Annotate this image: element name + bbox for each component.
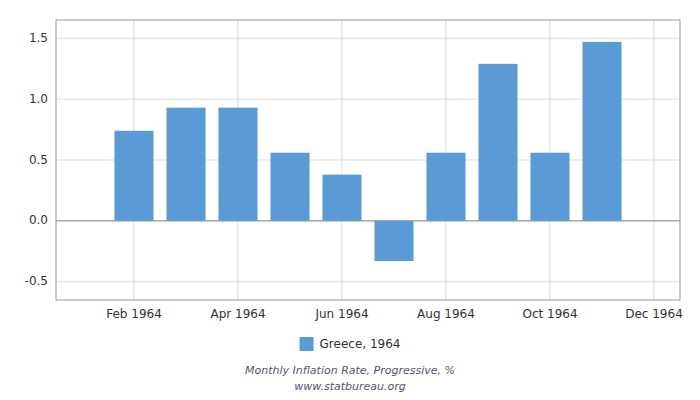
y-tick-label: 1.5: [29, 31, 48, 45]
y-tick-label: 0.5: [29, 153, 48, 167]
y-tick-label: 1.0: [29, 92, 48, 106]
x-tick-label: Jun 1964: [314, 307, 368, 321]
bar: [63, 220, 102, 221]
bars: [115, 42, 622, 261]
bar: [271, 153, 310, 221]
bar: [427, 153, 466, 221]
x-tick-label: Feb 1964: [106, 307, 162, 321]
x-grid-line: [342, 20, 343, 300]
legend: Greece, 1964: [300, 337, 401, 352]
x-tick-label: Oct 1964: [522, 307, 577, 321]
chart: -0.5 0.0 0.5 1.0 1.5 Feb 1964 Apr 1964 Jun 1964…: [0, 0, 700, 400]
axes: -0.5 0.0 0.5 1.0 1.5 Feb 1964 Apr 1964 Jun 1964…: [25, 20, 683, 321]
bar: [635, 220, 674, 221]
y-grid-line: [56, 281, 680, 282]
bar: [219, 108, 258, 221]
x-grid-line: [654, 20, 655, 300]
bar: [115, 131, 154, 221]
annotation: www.statbureau.org: [294, 380, 406, 393]
bar: [375, 221, 414, 261]
bar: [583, 42, 622, 221]
legend-swatch: [300, 337, 314, 351]
grid: [56, 20, 680, 300]
legend-label: Greece, 1964: [320, 337, 401, 351]
plot-frame: [56, 20, 680, 300]
bar: [323, 175, 362, 221]
y-tick-label: -0.5: [25, 274, 48, 288]
x-tick-label: Apr 1964: [210, 307, 265, 321]
x-tick-label: Aug 1964: [417, 307, 475, 321]
y-tick-label: 0.0: [29, 213, 48, 227]
bar: [167, 108, 206, 221]
bar: [531, 153, 570, 221]
y-grid-line: [56, 38, 680, 39]
bar: [479, 64, 518, 221]
x-tick-label: Dec 1964: [625, 307, 683, 321]
title: Monthly Inflation Rate, Progressive, %: [245, 364, 455, 377]
